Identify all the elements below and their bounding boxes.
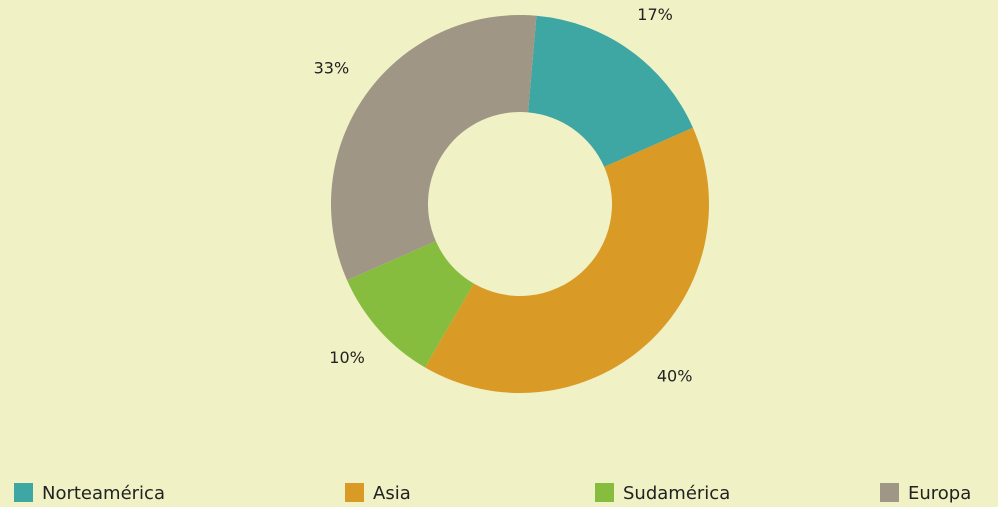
legend-swatch xyxy=(345,483,364,502)
data-label: 10% xyxy=(329,348,365,367)
legend-swatch xyxy=(595,483,614,502)
legend-label: Europa xyxy=(908,483,971,504)
legend-label: Sudamérica xyxy=(623,483,730,504)
legend-label: Asia xyxy=(373,483,411,504)
data-label: 40% xyxy=(657,366,693,385)
data-label: 33% xyxy=(314,58,350,77)
legend-label: Norteamérica xyxy=(42,483,165,504)
donut-slice xyxy=(331,14,537,281)
legend-swatch xyxy=(14,483,33,502)
donut-slice xyxy=(528,15,693,167)
legend-swatch xyxy=(880,483,899,502)
data-label: 17% xyxy=(637,5,673,24)
donut-slice xyxy=(424,127,709,393)
donut-slice xyxy=(347,241,474,368)
